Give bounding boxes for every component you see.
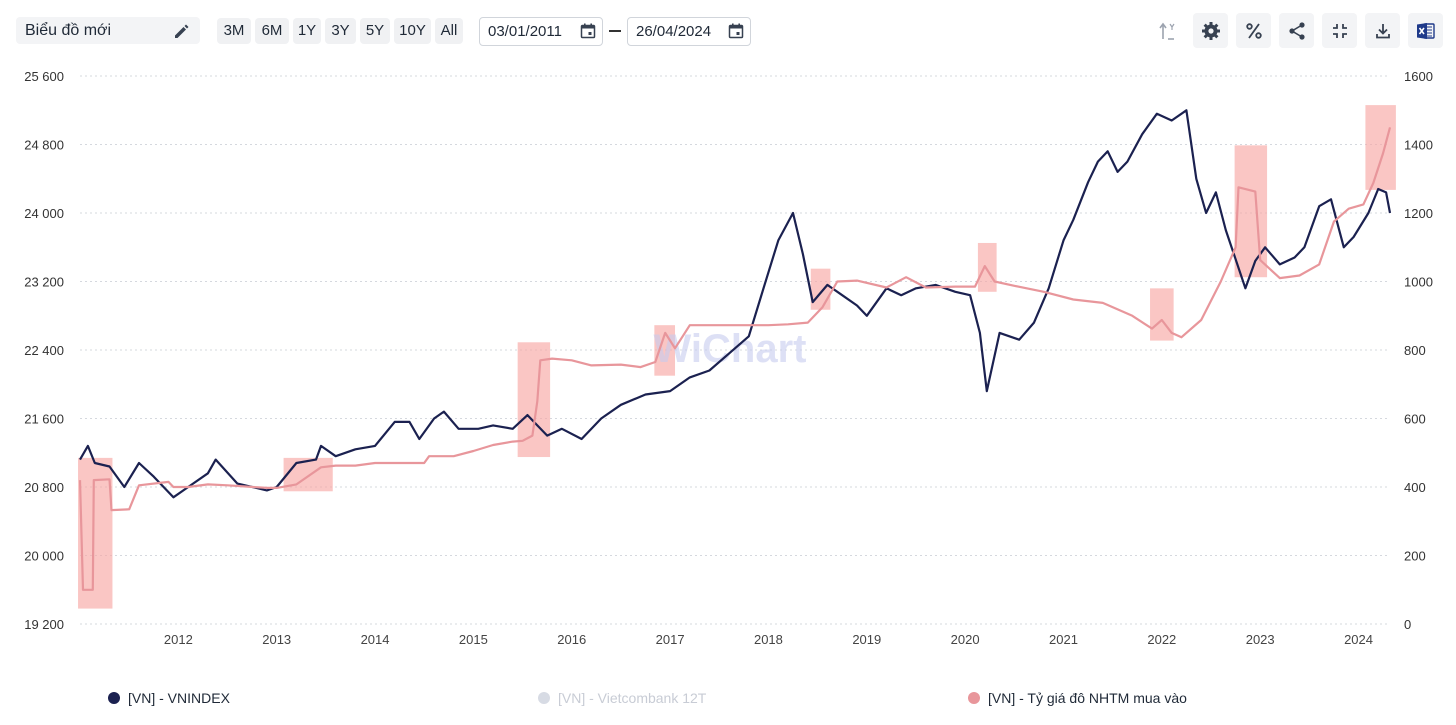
y-left-tick-label: 23 200 bbox=[24, 275, 64, 290]
chart-name: Biểu đồ mới bbox=[25, 22, 112, 39]
x-tick-label: 2015 bbox=[459, 632, 488, 647]
x-tick-label: 2016 bbox=[557, 632, 586, 647]
share-icon bbox=[1289, 22, 1305, 40]
x-tick-label: 2014 bbox=[361, 632, 390, 647]
highlight-region bbox=[1234, 145, 1268, 278]
x-tick-label: 2021 bbox=[1049, 632, 1078, 647]
y-left-tick-label: 24 000 bbox=[24, 206, 64, 221]
download-icon bbox=[1376, 24, 1390, 39]
x-tick-label: 2020 bbox=[951, 632, 980, 647]
highlight-region bbox=[654, 325, 676, 376]
highlight-region bbox=[1150, 288, 1174, 341]
settings-button[interactable] bbox=[1193, 13, 1228, 48]
collapse-icon bbox=[1333, 24, 1347, 38]
y-left-tick-label: 19 200 bbox=[24, 617, 64, 632]
legend-label-fx-rate: [VN] - Tỷ giá đô NHTM mua vào bbox=[988, 690, 1187, 706]
y-right-tick-label: 600 bbox=[1404, 412, 1426, 427]
percent-button[interactable] bbox=[1236, 13, 1271, 48]
highlight-region bbox=[1365, 105, 1396, 190]
calendar-icon[interactable] bbox=[728, 23, 744, 39]
legend-dot-vnindex bbox=[108, 692, 120, 704]
download-button[interactable] bbox=[1365, 13, 1400, 48]
share-button[interactable] bbox=[1279, 13, 1314, 48]
x-tick-label: 2012 bbox=[164, 632, 193, 647]
gear-icon bbox=[1202, 22, 1220, 40]
range-button-5y[interactable]: 5Y bbox=[360, 18, 390, 44]
x-tick-label: 2013 bbox=[262, 632, 291, 647]
range-button-all[interactable]: All bbox=[435, 18, 463, 44]
highlight-region bbox=[517, 342, 551, 458]
y-left-tick-label: 25 600 bbox=[24, 69, 64, 84]
y-left-tick-label: 21 600 bbox=[24, 412, 64, 427]
series-line-vnindex bbox=[79, 109, 1392, 499]
y-right-tick-label: 800 bbox=[1404, 343, 1426, 358]
date-separator bbox=[609, 30, 621, 32]
range-button-10y[interactable]: 10Y bbox=[394, 18, 431, 44]
legend-label-vnindex: [VN] - VNINDEX bbox=[128, 690, 230, 706]
axis-toggle-icon bbox=[1159, 22, 1175, 40]
date-to-input[interactable]: 26/04/2024 bbox=[627, 17, 751, 46]
legend-dot-vietcombank bbox=[538, 692, 550, 704]
x-tick-label: 2017 bbox=[656, 632, 685, 647]
y-right-tick-label: 400 bbox=[1404, 480, 1426, 495]
range-button-3m[interactable]: 3M bbox=[217, 18, 251, 44]
range-button-1y[interactable]: 1Y bbox=[293, 18, 321, 44]
axis-toggle-button[interactable] bbox=[1150, 13, 1185, 48]
y-right-tick-label: 1400 bbox=[1404, 138, 1433, 153]
x-tick-label: 2019 bbox=[852, 632, 881, 647]
excel-icon bbox=[1417, 23, 1435, 39]
x-tick-label: 2024 bbox=[1344, 632, 1373, 647]
x-tick-label: 2023 bbox=[1246, 632, 1275, 647]
date-from-value: 03/01/2011 bbox=[488, 23, 562, 40]
chart-name-box[interactable]: Biểu đồ mới bbox=[16, 17, 200, 44]
legend-dot-fx-rate bbox=[968, 692, 980, 704]
highlight-region bbox=[977, 242, 997, 292]
series-line-fx-rate bbox=[78, 127, 1392, 591]
range-button-6m[interactable]: 6M bbox=[255, 18, 289, 44]
calendar-icon[interactable] bbox=[580, 23, 596, 39]
axis-labels: 25 600 1600 24 800 1400 24 000 1200 23 200 1000… bbox=[24, 69, 1433, 647]
highlight-region bbox=[810, 268, 831, 310]
series-lines bbox=[78, 109, 1392, 591]
grid-lines bbox=[80, 75, 1390, 625]
y-left-tick-label: 20 800 bbox=[24, 480, 64, 495]
legend-label-vietcombank: [VN] - Vietcombank 12T bbox=[558, 690, 707, 706]
y-right-tick-label: 200 bbox=[1404, 549, 1426, 564]
y-right-tick-label: 0 bbox=[1404, 617, 1411, 632]
x-tick-label: 2022 bbox=[1147, 632, 1176, 647]
chart-toolbar: Biểu đồ mới 3M 6M 1Y 3Y 5Y 10Y All 03/01… bbox=[0, 0, 1456, 62]
range-button-3y[interactable]: 3Y bbox=[325, 18, 356, 44]
chart-svg: WiChart 25 600 1600 24 800 1400 24 000 1200 23… bbox=[24, 69, 1433, 647]
y-right-tick-label: 1000 bbox=[1404, 275, 1433, 290]
pencil-icon[interactable] bbox=[172, 21, 192, 41]
y-right-tick-label: 1200 bbox=[1404, 206, 1433, 221]
collapse-button[interactable] bbox=[1322, 13, 1357, 48]
date-from-input[interactable]: 03/01/2011 bbox=[479, 17, 603, 46]
date-to-value: 26/04/2024 bbox=[636, 23, 712, 40]
y-left-tick-label: 24 800 bbox=[24, 138, 64, 153]
x-tick-label: 2018 bbox=[754, 632, 783, 647]
export-excel-button[interactable] bbox=[1408, 13, 1443, 48]
percent-icon bbox=[1246, 23, 1262, 39]
y-right-tick-label: 1600 bbox=[1404, 69, 1433, 84]
y-left-tick-label: 22 400 bbox=[24, 343, 64, 358]
watermark-text: WiChart bbox=[654, 327, 807, 371]
y-left-tick-label: 20 000 bbox=[24, 549, 64, 564]
